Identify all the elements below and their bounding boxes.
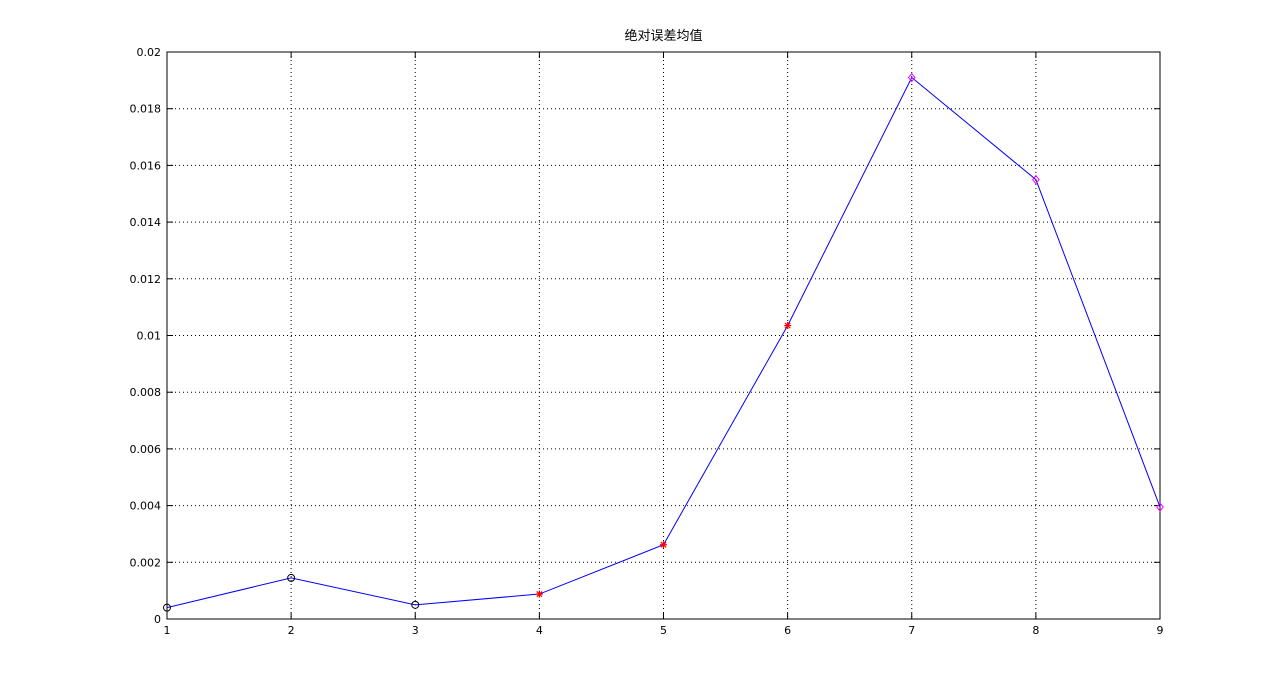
y-tick-label: 0.01	[137, 330, 162, 343]
chart-title: 绝对误差均值	[624, 28, 702, 44]
y-tick-label: 0	[154, 613, 161, 626]
y-tick-label: 0.02	[137, 46, 162, 59]
x-tick-label: 8	[1032, 624, 1039, 637]
data-point-diamond-marker	[1156, 502, 1164, 512]
y-tick-label: 0.006	[130, 443, 162, 456]
data-point-diamond-marker	[907, 72, 916, 83]
y-tick-label: 0.018	[130, 103, 162, 116]
series-markers	[163, 72, 1164, 612]
x-tick-label: 7	[908, 624, 915, 637]
y-axis-tick-labels: 0 0.002 0.004 0.006 0.008 0.01 0.012 0.014 0.016…	[130, 46, 162, 626]
x-tick-label: 5	[660, 624, 667, 637]
data-point-asterisk-marker	[660, 541, 667, 549]
x-tick-label: 1	[164, 624, 171, 637]
x-axis-tick-labels: 1 2 3 4 5 6 7 8 9	[164, 624, 1164, 637]
data-point-asterisk-marker	[784, 322, 792, 330]
data-point-circle-marker	[287, 573, 296, 582]
x-tick-label: 4	[536, 624, 543, 637]
grid	[167, 52, 1160, 619]
data-point-diamond-marker	[1032, 174, 1040, 185]
x-tick-label: 3	[412, 624, 419, 637]
data-point-circle-marker	[163, 603, 171, 612]
x-tick-label: 6	[784, 624, 791, 637]
y-tick-label: 0.008	[130, 386, 162, 399]
data-point-asterisk-marker	[535, 590, 543, 598]
axis-ticks	[166, 51, 1161, 620]
y-tick-label: 0.012	[130, 273, 162, 286]
x-tick-label: 9	[1157, 624, 1164, 637]
data-point-circle-marker	[411, 600, 420, 609]
x-tick-label: 2	[288, 624, 295, 637]
y-tick-label: 0.002	[130, 556, 162, 569]
y-tick-label: 0.014	[130, 216, 162, 229]
y-tick-label: 0.004	[130, 500, 162, 513]
y-tick-label: 0.016	[130, 159, 162, 172]
